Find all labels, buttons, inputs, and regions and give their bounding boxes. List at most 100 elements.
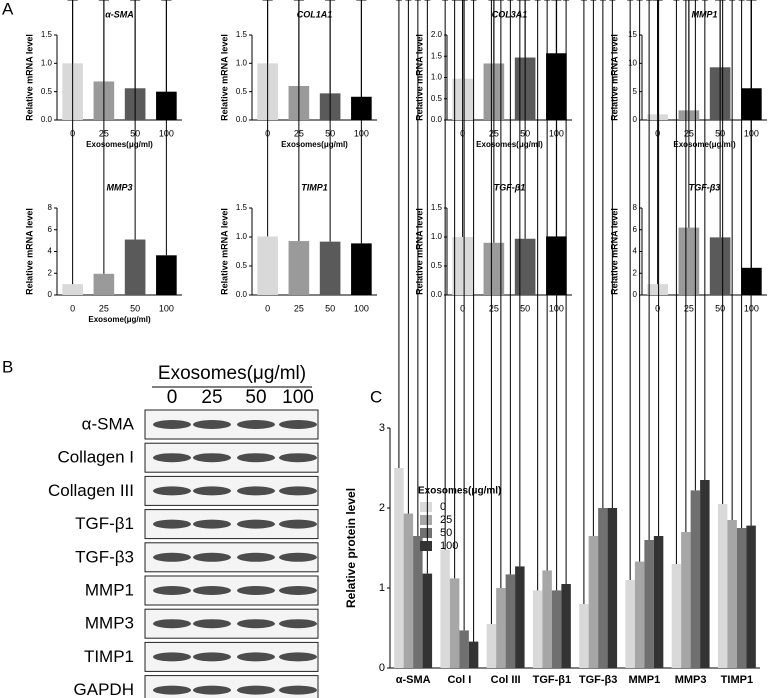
significance: ***: [162, 0, 171, 4]
blot-row-label: TIMP1: [84, 647, 134, 666]
x-tick-label: Col III: [491, 674, 521, 686]
blot-row-label: GAPDH: [74, 680, 134, 698]
blot-band: [237, 552, 275, 562]
y-axis-label: Relative mRNA level: [414, 34, 424, 121]
x-tick-label: TGF-β3: [579, 674, 618, 686]
x-tick-label: 0: [70, 303, 75, 313]
bar: [515, 566, 525, 668]
blot-band: [153, 652, 191, 662]
significance: ***: [590, 0, 601, 4]
blot-band: [279, 420, 317, 429]
x-tick-label: MMP3: [675, 674, 707, 686]
y-axis-label: Relative mRNA level: [414, 208, 424, 295]
blot-band: [237, 519, 275, 529]
significance: ***: [130, 0, 139, 4]
legend-label: 50: [440, 527, 452, 539]
bar: [598, 508, 608, 668]
chart-title: COL3A1: [492, 9, 528, 19]
x-tick-label: 0: [460, 303, 465, 313]
significance: ***: [461, 0, 472, 4]
y-tick-label: 1.5: [236, 203, 248, 212]
x-tick-label: MMP1: [628, 674, 660, 686]
bar: [681, 532, 691, 668]
x-tick-label: 25: [684, 303, 694, 313]
y-tick-label: 15: [628, 30, 637, 39]
legend-label: 100: [440, 540, 458, 552]
bar: [588, 536, 599, 668]
x-tick-label: TIMP1: [721, 674, 753, 686]
bar: [403, 513, 414, 668]
significance: ***: [507, 0, 518, 4]
y-tick-label: 2: [48, 268, 53, 277]
panel-label: C: [370, 387, 382, 406]
bar: [422, 573, 433, 668]
bar: [690, 490, 701, 668]
y-tick-label: 1.0: [236, 58, 248, 67]
bar: [644, 540, 654, 668]
blot-band: [153, 552, 191, 562]
bar: [505, 574, 516, 668]
bar: [62, 284, 83, 295]
blot-band: [153, 586, 191, 595]
x-tick-label: TGF-β1: [533, 674, 572, 686]
y-tick-label: 1.5: [236, 30, 248, 39]
x-tick-label: 100: [159, 303, 174, 313]
x-axis-label: Exosome(μg/ml): [88, 315, 151, 324]
y-tick-label: 0: [379, 662, 385, 674]
y-tick-label: 6: [48, 225, 53, 234]
bar: [319, 241, 341, 295]
significance: *: [686, 0, 690, 4]
blot-band: [193, 486, 231, 496]
y-tick-label: 2: [379, 502, 385, 514]
blot-row-label: MMP3: [85, 614, 134, 633]
blot-band: [193, 552, 231, 562]
y-tick-label: 1.0: [41, 58, 53, 67]
y-tick-label: 0.5: [41, 87, 53, 96]
bar: [532, 590, 543, 668]
blot-band: [279, 486, 317, 496]
blot-band: [237, 652, 275, 662]
blot-band: [193, 519, 231, 529]
significance: *: [455, 0, 459, 4]
blot-band: [153, 619, 191, 629]
blot-band: [153, 519, 191, 529]
bar: [671, 564, 682, 668]
x-tick-label: 25: [294, 303, 304, 313]
bar: [678, 227, 700, 295]
blot-band: [279, 685, 317, 695]
y-tick-label: 0.0: [41, 115, 53, 124]
blot-band: [279, 586, 317, 595]
legend-title: Exosomes(μg/ml): [418, 486, 501, 497]
y-tick-label: 5: [633, 87, 638, 96]
y-tick-label: 0.0: [431, 290, 443, 299]
blot-row-label: α-SMA: [82, 414, 135, 433]
y-tick-label: 8: [633, 203, 638, 212]
blot-band: [279, 552, 317, 562]
x-tick-label: 50: [130, 303, 140, 313]
blot-row-label: MMP1: [85, 580, 134, 599]
bar: [288, 241, 310, 295]
bar: [449, 578, 460, 668]
y-axis-label: Relative mRNA level: [219, 208, 229, 295]
significance: *: [649, 0, 653, 4]
y-tick-label: 0: [633, 290, 638, 299]
bar: [607, 508, 618, 668]
y-tick-label: 0.0: [431, 115, 443, 124]
blot-band: [193, 453, 231, 463]
y-tick-label: 1.5: [431, 203, 443, 212]
y-tick-label: 0.0: [236, 290, 248, 299]
blot-band: [193, 619, 231, 629]
blot-band: [193, 685, 231, 695]
bar: [351, 243, 372, 295]
significance: **: [717, 0, 723, 4]
bar: [746, 525, 756, 668]
y-axis-label: Relative mRNA level: [609, 34, 619, 121]
y-tick-label: 2: [633, 268, 638, 277]
x-axis-label: Exosomes(μg/ml): [281, 140, 348, 149]
y-tick-label: 0.5: [431, 261, 443, 270]
legend-swatch: [420, 541, 432, 551]
legend-label: 25: [440, 514, 452, 526]
significance: ***: [415, 0, 426, 4]
blot-row-label: Collagen III: [48, 481, 134, 500]
bar: [514, 238, 536, 295]
